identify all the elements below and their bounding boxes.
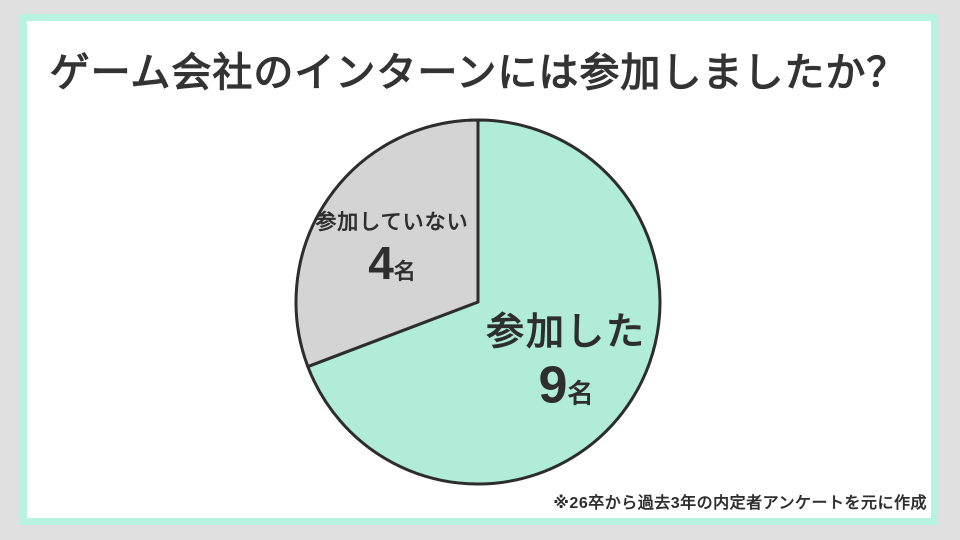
slice-value: 4: [368, 237, 394, 289]
slice-label-text: 参加していない: [315, 211, 469, 234]
slice-count: 4名: [315, 240, 468, 286]
slice-unit: 名: [393, 259, 416, 284]
slice-unit: 名: [567, 378, 594, 409]
pie-label-participated: 参加した 9名: [486, 301, 646, 412]
pie-slice-participated: [306, 118, 662, 486]
page-title: ゲーム会社のインターンには参加しましたか？: [49, 51, 908, 95]
pie-label-not-participated: 参加していない 4名: [315, 206, 468, 286]
pie-slice-not-participated: [294, 118, 480, 369]
footnote: ※26卒から過去3年の内定者アンケートを元に作成: [553, 495, 927, 512]
pie-chart: [294, 118, 662, 486]
slice-label-text: 参加した: [485, 311, 647, 354]
slice-value: 9: [538, 356, 568, 415]
slice-count: 9名: [486, 360, 646, 412]
